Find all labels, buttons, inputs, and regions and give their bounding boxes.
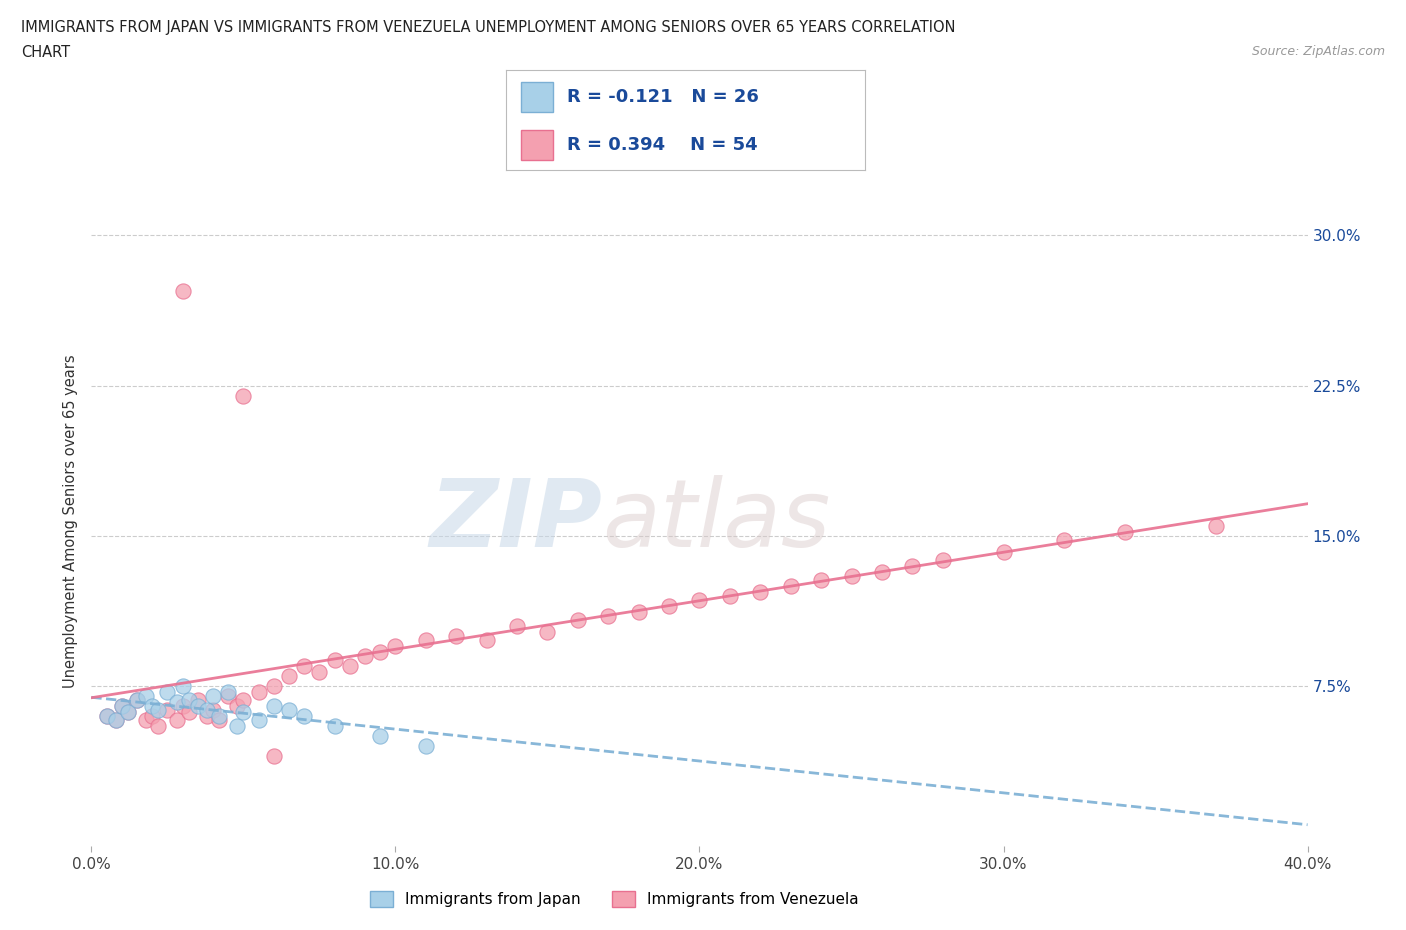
Point bbox=[232, 388, 254, 403]
Text: atlas: atlas bbox=[602, 475, 831, 566]
Point bbox=[993, 544, 1015, 559]
Text: R = -0.121   N = 26: R = -0.121 N = 26 bbox=[567, 87, 759, 106]
Point bbox=[247, 712, 270, 727]
Point bbox=[718, 589, 741, 604]
Point bbox=[202, 703, 225, 718]
Point bbox=[125, 693, 148, 708]
Point bbox=[141, 709, 163, 724]
Point bbox=[104, 712, 127, 727]
Point bbox=[226, 719, 249, 734]
Point bbox=[567, 613, 589, 628]
FancyBboxPatch shape bbox=[520, 82, 553, 112]
Point bbox=[195, 703, 218, 718]
Point bbox=[1053, 532, 1076, 547]
Point bbox=[148, 719, 170, 734]
Point bbox=[172, 698, 194, 713]
Point bbox=[475, 632, 498, 647]
Text: Source: ZipAtlas.com: Source: ZipAtlas.com bbox=[1251, 45, 1385, 58]
Point bbox=[779, 578, 801, 593]
Point bbox=[263, 679, 285, 694]
Point bbox=[202, 688, 225, 703]
Point bbox=[598, 608, 620, 623]
Point bbox=[226, 698, 249, 713]
Point bbox=[208, 709, 231, 724]
Point bbox=[1114, 525, 1136, 539]
Point bbox=[217, 688, 239, 703]
Point bbox=[1205, 518, 1227, 533]
Point bbox=[208, 712, 231, 727]
Point bbox=[187, 698, 209, 713]
Point bbox=[125, 693, 148, 708]
Legend: Immigrants from Japan, Immigrants from Venezuela: Immigrants from Japan, Immigrants from V… bbox=[364, 885, 865, 913]
Point bbox=[177, 705, 200, 720]
Point bbox=[278, 703, 301, 718]
Point bbox=[148, 703, 170, 718]
Point bbox=[627, 604, 650, 619]
Point bbox=[156, 684, 179, 699]
Point bbox=[278, 669, 301, 684]
Point bbox=[104, 712, 127, 727]
Point bbox=[111, 698, 134, 713]
Point bbox=[384, 639, 406, 654]
Point bbox=[135, 712, 157, 727]
Point bbox=[810, 573, 832, 588]
Point bbox=[96, 709, 118, 724]
Point bbox=[292, 658, 315, 673]
Point bbox=[117, 705, 139, 720]
Point bbox=[263, 749, 285, 764]
Point bbox=[688, 592, 710, 607]
Point bbox=[308, 665, 330, 680]
Point bbox=[506, 618, 529, 633]
Point bbox=[368, 644, 391, 659]
Text: CHART: CHART bbox=[21, 45, 70, 60]
Point bbox=[135, 688, 157, 703]
Point bbox=[111, 698, 134, 713]
Point bbox=[217, 684, 239, 699]
Point bbox=[749, 584, 772, 599]
Point bbox=[187, 693, 209, 708]
Point bbox=[263, 698, 285, 713]
Point bbox=[232, 693, 254, 708]
Point bbox=[658, 599, 681, 614]
Point bbox=[415, 738, 437, 753]
Point bbox=[117, 705, 139, 720]
Point bbox=[166, 712, 188, 727]
Text: ZIP: ZIP bbox=[429, 475, 602, 566]
Point bbox=[156, 703, 179, 718]
Point bbox=[141, 698, 163, 713]
Point bbox=[166, 695, 188, 710]
Point bbox=[444, 629, 467, 644]
Point bbox=[368, 729, 391, 744]
Point bbox=[96, 709, 118, 724]
Point bbox=[901, 558, 924, 573]
Point bbox=[339, 658, 361, 673]
Point bbox=[292, 709, 315, 724]
Point bbox=[195, 709, 218, 724]
Point bbox=[247, 684, 270, 699]
Point bbox=[232, 705, 254, 720]
Point bbox=[841, 568, 863, 583]
Text: IMMIGRANTS FROM JAPAN VS IMMIGRANTS FROM VENEZUELA UNEMPLOYMENT AMONG SENIORS OV: IMMIGRANTS FROM JAPAN VS IMMIGRANTS FROM… bbox=[21, 20, 956, 35]
Point bbox=[354, 648, 377, 663]
Point bbox=[172, 284, 194, 299]
Text: R = 0.394    N = 54: R = 0.394 N = 54 bbox=[567, 136, 758, 154]
Point bbox=[536, 625, 558, 640]
Point bbox=[415, 632, 437, 647]
FancyBboxPatch shape bbox=[520, 130, 553, 160]
Point bbox=[177, 693, 200, 708]
Point bbox=[172, 679, 194, 694]
Point bbox=[323, 719, 346, 734]
Point bbox=[870, 565, 893, 579]
Point bbox=[931, 552, 953, 567]
Y-axis label: Unemployment Among Seniors over 65 years: Unemployment Among Seniors over 65 years bbox=[63, 354, 79, 687]
Point bbox=[323, 653, 346, 668]
